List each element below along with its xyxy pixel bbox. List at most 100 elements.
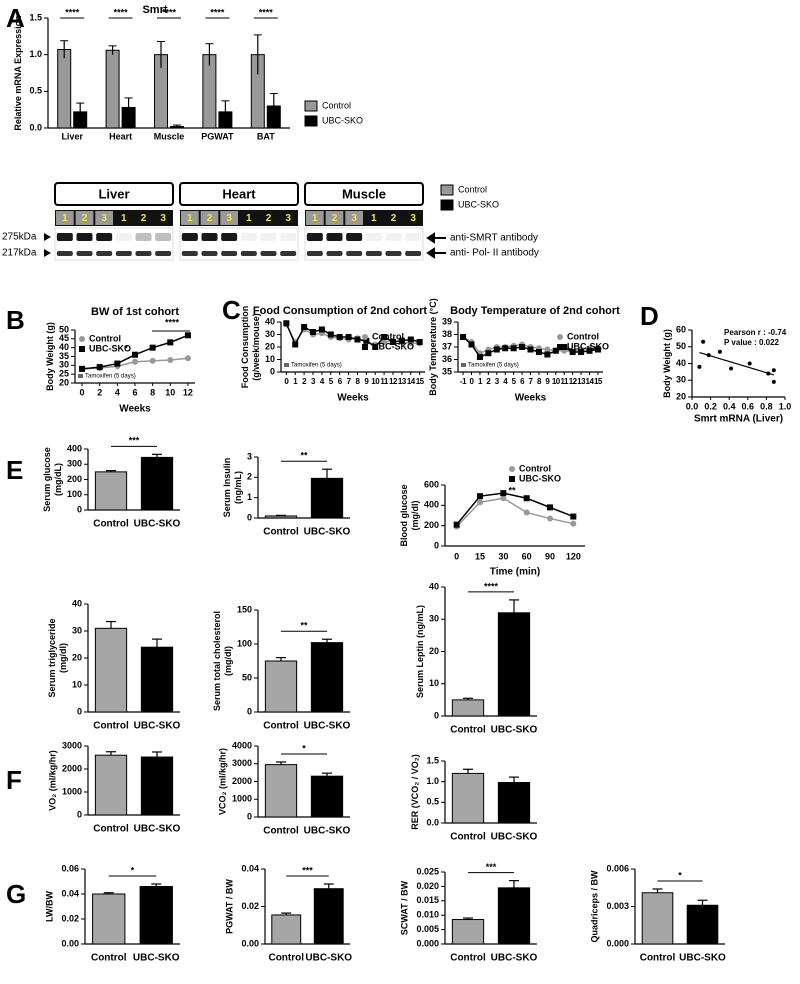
marker [476, 354, 483, 360]
band [326, 251, 343, 256]
y-tick-label: 0 [270, 366, 275, 376]
panel-letter: A [6, 3, 25, 33]
y-tick-label: 0.06 [61, 863, 79, 873]
legend-label: Control [89, 333, 121, 343]
band [115, 233, 132, 241]
y-tick-label: 35 [442, 366, 452, 376]
x-tick-label: 6 [132, 387, 137, 397]
y-tick-label: 60 [676, 324, 686, 334]
panel-letter: B [6, 305, 25, 335]
chart-title: Food Consumption of 2nd cohort [253, 305, 427, 317]
band [155, 251, 172, 256]
y-tick-label: 10 [429, 678, 439, 688]
y-tick-label: 0.003 [606, 901, 629, 911]
bar [313, 888, 344, 945]
y-tick-label: 0.04 [241, 863, 259, 873]
lane-label: 3 [285, 213, 291, 224]
annotation: **** [165, 317, 180, 327]
y-tick-label: 0 [434, 540, 439, 550]
marker [184, 355, 191, 362]
y-tick-label: 1 [247, 492, 252, 502]
significance: *** [302, 865, 313, 875]
y-tick-label: 0.0 [426, 817, 439, 827]
band [385, 233, 402, 241]
x-tick-label: UBC-SKO [304, 721, 351, 732]
lane-label: 1 [187, 213, 193, 224]
marker [544, 351, 551, 358]
annotation: ** [508, 485, 516, 495]
y-tick-label: 0.0 [29, 122, 42, 132]
y-tick-label: 30 [429, 614, 439, 624]
y-tick-label: 0.000 [416, 938, 439, 948]
legend-label: UBC-SKO [519, 473, 561, 483]
marker [523, 509, 530, 516]
x-tick-label: 0.2 [704, 401, 717, 411]
y-axis-label: (ng/mL) [233, 471, 243, 504]
y-tick-label: 3 [247, 451, 252, 461]
significance: **** [259, 7, 274, 17]
marker [485, 350, 492, 357]
x-tick-label: Liver [61, 131, 83, 141]
treatment-label: Tamoxifen (5 days) [291, 363, 342, 369]
y-tick-label: 1.5 [426, 755, 439, 765]
y-tick-label: 0.04 [61, 888, 79, 898]
lane-label: 1 [62, 213, 68, 224]
marker [561, 344, 568, 350]
marker [149, 357, 156, 364]
y-tick-label: 39 [442, 316, 452, 326]
x-tick-label: UBC-SKO [305, 953, 352, 964]
y-tick-label: 50 [242, 672, 252, 682]
x-tick-label: 15 [475, 551, 485, 561]
legend-label: Control [322, 100, 351, 110]
y-tick-label: 45 [59, 333, 69, 343]
x-tick-label: 5 [512, 377, 517, 386]
marker [381, 334, 388, 340]
y-tick-label: 0.000 [606, 938, 629, 948]
x-tick-label: 7 [347, 377, 352, 386]
marker [310, 329, 316, 335]
antibody-arrow [426, 232, 446, 244]
y-tick-label: 0.02 [61, 913, 79, 923]
y-tick-label: 1.0 [426, 776, 439, 786]
y-tick-label: 0.020 [416, 881, 439, 891]
y-tick-label: 0 [77, 809, 82, 819]
y-tick-label: 0.005 [416, 924, 439, 934]
marker [519, 344, 526, 350]
y-tick-label: 25 [59, 369, 69, 379]
y-axis-label: VO₂ (ml/kg/hr) [48, 750, 58, 811]
marker [381, 339, 388, 345]
y-tick-label: 30 [72, 625, 82, 635]
x-tick-label: 11 [560, 377, 569, 386]
x-tick-label: 3 [495, 377, 500, 386]
tissue-box [179, 182, 299, 206]
x-tick-label: 11 [380, 377, 389, 386]
significance: **** [210, 7, 225, 17]
band [135, 251, 152, 256]
band [240, 233, 257, 241]
legend-label: Control [458, 184, 487, 194]
x-axis-label: Weeks [337, 393, 369, 404]
y-axis-label: (mg/dl) [223, 646, 233, 676]
lane-cell [181, 211, 199, 225]
panel-letter: C [222, 295, 241, 325]
bar [686, 904, 719, 945]
marker [468, 341, 475, 348]
y-axis-label: RER (VCO₂ / VO₂) [410, 754, 420, 830]
marker [578, 349, 585, 355]
y-tick-label: 0.006 [606, 863, 629, 873]
panel-letter: D [640, 301, 659, 331]
x-tick-label: 0.0 [686, 401, 699, 411]
lane-cell [345, 211, 363, 225]
significance: *** [486, 862, 497, 872]
y-tick-label: 100 [67, 489, 82, 499]
legend-label: UBC-SKO [567, 341, 609, 351]
y-tick-label: 30 [676, 375, 686, 385]
band [280, 251, 297, 256]
bar [140, 456, 174, 511]
marker [570, 513, 577, 520]
y-tick-label: 10 [265, 354, 275, 364]
point [729, 366, 734, 371]
y-tick-label: 38 [442, 329, 452, 339]
lane-label: 2 [141, 213, 147, 224]
